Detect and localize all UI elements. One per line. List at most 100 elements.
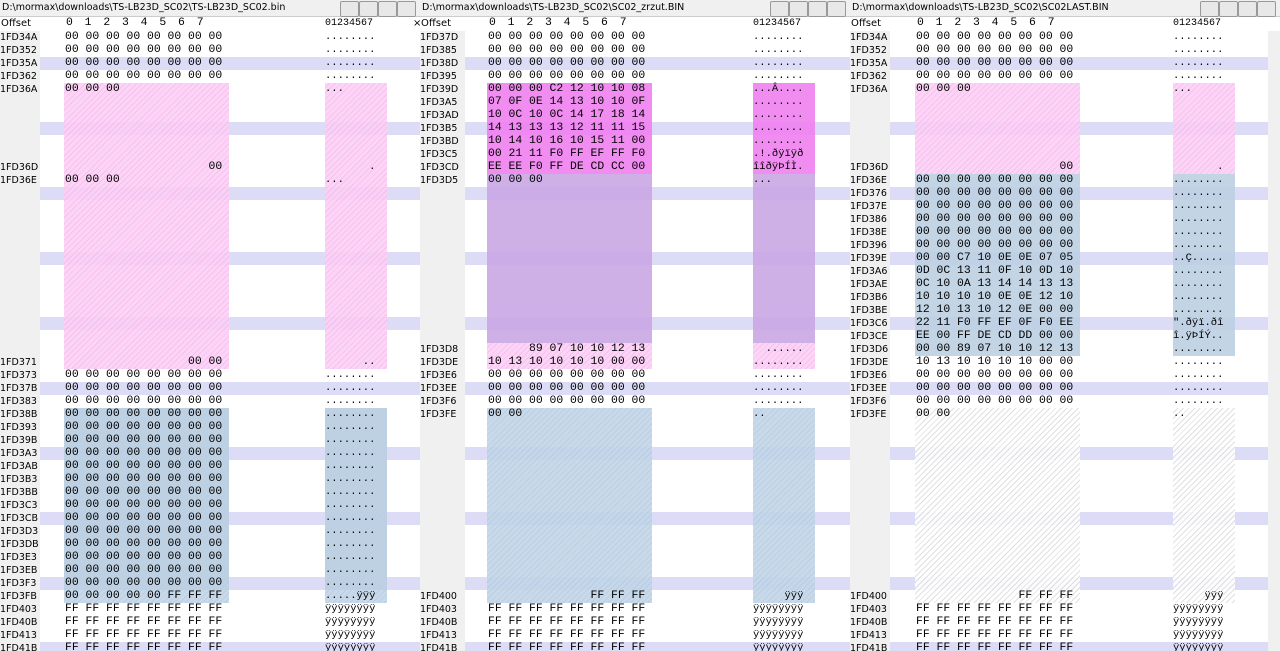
ascii: ........ [325, 525, 376, 537]
path-bar [0, 0, 420, 17]
open-button[interactable] [808, 1, 827, 17]
hex-bytes: 00 [916, 161, 1074, 173]
offset: 1FD36E [850, 175, 887, 186]
ascii: ÿÿÿÿÿÿÿÿ [1173, 642, 1224, 651]
diff-block [1173, 83, 1235, 174]
ascii: ........ [1173, 265, 1224, 277]
hex-bytes: FF FF FF FF FF FF FF FF [488, 642, 646, 651]
dropdown-button[interactable] [340, 1, 359, 17]
offset: 1FD36E [0, 175, 37, 186]
dropdown-button[interactable] [1200, 1, 1219, 17]
hex-bytes: 00 00 00 00 00 00 00 00 [65, 551, 223, 563]
scrollbar [1268, 31, 1280, 651]
ascii: ...... [753, 343, 804, 355]
hex-bytes: 00 00 [488, 408, 523, 420]
ascii: ........ [1173, 356, 1224, 368]
ascii: ........ [325, 447, 376, 459]
check-button[interactable] [789, 1, 808, 17]
diff-block [64, 408, 229, 590]
hex-bytes: EE EE F0 FF DE CD CC 00 [488, 161, 646, 173]
hex-bytes: 00 00 C7 10 0E 0E 07 05 [916, 252, 1074, 264]
hex-bytes: 00 00 00 00 00 00 00 00 [65, 395, 223, 407]
ascii: ........ [1173, 369, 1224, 381]
diff-block [1173, 174, 1235, 356]
offset: 1FD3E6 [420, 370, 457, 381]
check-button[interactable] [1219, 1, 1238, 17]
hex-bytes: 10 0C 10 0C 14 17 18 14 [488, 109, 646, 121]
hex-bytes: 00 00 00 00 00 00 00 00 [488, 57, 646, 69]
hex-bytes: 00 00 00 00 00 00 00 00 [488, 44, 646, 56]
compare-button[interactable] [1257, 1, 1276, 17]
hex-bytes: 00 00 00 00 00 00 00 00 [916, 226, 1074, 238]
offset: 1FD3E6 [850, 370, 887, 381]
ascii: .. [1173, 408, 1186, 420]
open-button[interactable] [378, 1, 397, 17]
offset: 1FD3F6 [420, 396, 457, 407]
hex-bytes: FF FF FF FF FF FF FF FF [65, 629, 223, 641]
ascii: ÿÿÿÿÿÿÿÿ [325, 616, 376, 628]
hex-bytes: 00 00 00 00 00 00 00 00 [65, 421, 223, 433]
offset: 1FD3F3 [0, 578, 37, 589]
ascii: ........ [325, 369, 376, 381]
hex-bytes: 00 00 00 00 00 00 00 00 [65, 460, 223, 472]
check-button[interactable] [359, 1, 378, 17]
header-offset: Offset [421, 18, 452, 29]
offset: 1FD3FB [0, 591, 37, 602]
ascii: ........ [325, 408, 376, 420]
ascii: ........ [753, 44, 804, 56]
offset: 1FD373 [0, 370, 37, 381]
offset: 1FD3CE [850, 331, 888, 342]
ascii: ........ [753, 57, 804, 69]
ascii: ........ [1173, 213, 1224, 225]
hex-bytes: EE 00 FF DE CD DD 00 00 [916, 330, 1074, 342]
header-ascii: 01234567 [753, 18, 802, 29]
offset: 1FD35A [0, 58, 38, 69]
compare-button[interactable] [827, 1, 846, 17]
hex-bytes: 00 00 00 00 00 00 00 00 [916, 57, 1074, 69]
hex-bytes: 00 00 00 00 00 00 00 00 [488, 369, 646, 381]
hex-bytes: FF FF FF FF FF FF FF FF [488, 616, 646, 628]
compare-button[interactable] [397, 1, 416, 17]
hex-bytes: 10 13 10 10 10 10 00 00 [916, 356, 1074, 368]
offset: 1FD393 [0, 422, 37, 433]
offset: 1FD3D6 [850, 344, 889, 355]
ascii: ........ [325, 538, 376, 550]
ascii: ........ [1173, 70, 1224, 82]
hex-bytes: 00 00 00 [65, 174, 120, 186]
ascii: ... [325, 83, 344, 95]
ascii: ÿÿÿÿÿÿÿÿ [325, 603, 376, 615]
hex-bytes: 00 00 00 00 00 00 00 00 [916, 369, 1074, 381]
hex-bytes: 00 00 00 [916, 83, 971, 95]
hex-bytes: 00 00 00 00 00 00 00 00 [65, 44, 223, 56]
offset-column [420, 31, 465, 651]
file-path: D:\mormax\downloads\TS-LB23D_SC02\TS-LB2… [2, 2, 286, 13]
offset: 1FD3D3 [0, 526, 39, 537]
ascii: ........ [325, 512, 376, 524]
row-stripe [465, 642, 850, 651]
offset: 1FD396 [850, 240, 887, 251]
diff-block [753, 83, 815, 174]
diff-block [487, 83, 652, 174]
ascii: ........ [1173, 395, 1224, 407]
diff-block [753, 408, 815, 603]
offset: 1FD3CB [0, 513, 39, 524]
offset: 1FD352 [0, 45, 37, 56]
ascii: ........ [325, 473, 376, 485]
close-icon[interactable]: × [413, 18, 422, 29]
dropdown-button[interactable] [770, 1, 789, 17]
hex-bytes: 00 00 00 00 00 00 00 00 [488, 70, 646, 82]
offset: 1FD3DE [420, 357, 459, 368]
hex-bytes: 22 11 F0 FF EF 0F F0 EE [916, 317, 1074, 329]
open-button[interactable] [1238, 1, 1257, 17]
hex-bytes: 00 00 00 00 00 00 00 00 [916, 31, 1074, 43]
hex-bytes: FF FF FF FF FF FF FF FF [916, 629, 1074, 641]
diff-block [915, 83, 1080, 174]
offset: 1FD36D [0, 162, 39, 173]
offset: 1FD3B6 [850, 292, 888, 303]
offset: 1FD37E [850, 201, 887, 212]
offset: 1FD3E3 [0, 552, 37, 563]
offset: 1FD3EE [850, 383, 887, 394]
hex-bytes: 00 00 00 00 00 00 00 00 [916, 44, 1074, 56]
hex-bytes: 00 00 00 00 00 FF FF FF [65, 590, 223, 602]
offset: 1FD3C3 [0, 500, 38, 511]
